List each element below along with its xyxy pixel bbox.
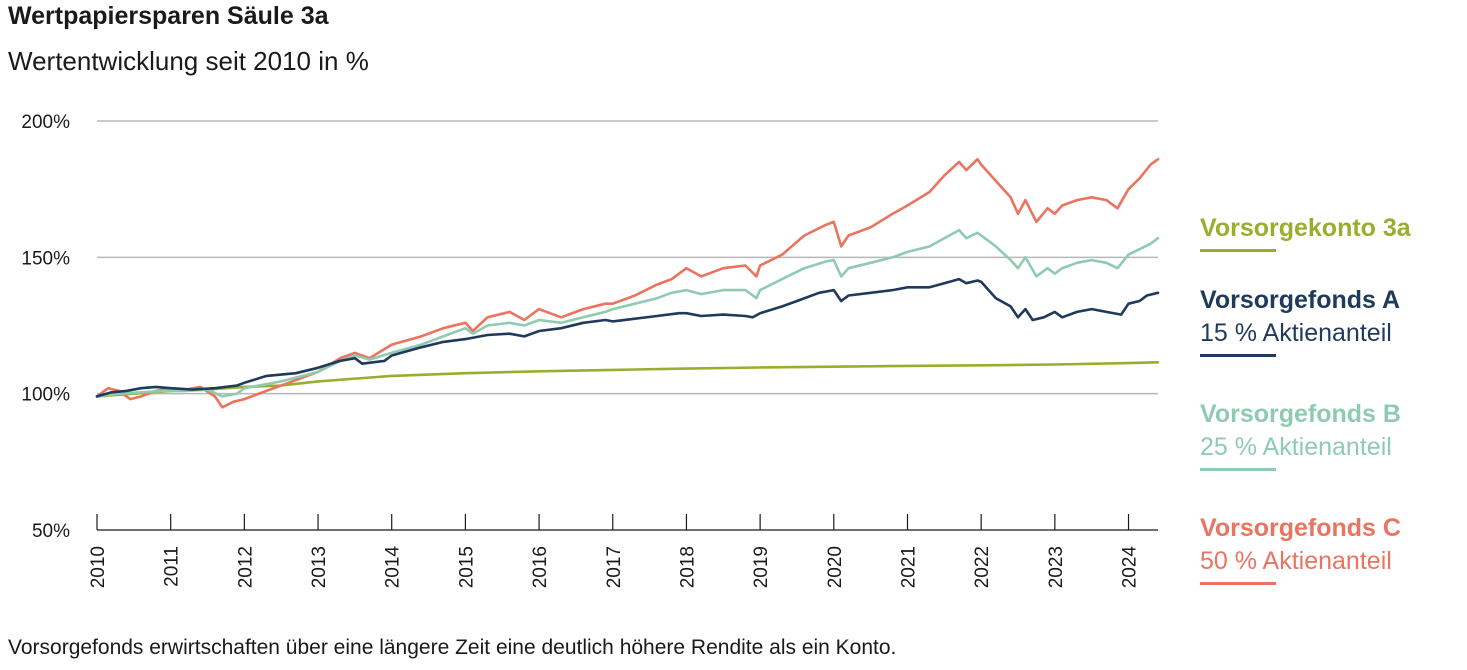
x-tick-label-2020: 2020 xyxy=(825,546,846,588)
x-tick-label-2024: 2024 xyxy=(1120,546,1141,589)
x-tick-label-2021: 2021 xyxy=(898,546,919,588)
legend-name: Vorsorgekonto 3a xyxy=(1200,214,1411,242)
x-tick-label-2010: 2010 xyxy=(88,546,109,588)
x-tick-label-2016: 2016 xyxy=(530,546,551,588)
chart-subtitle: Wertentwicklung seit 2010 in % xyxy=(8,46,369,76)
y-axis: 50% 100% 150% 200% xyxy=(21,112,70,542)
x-tick-label-2012: 2012 xyxy=(235,546,256,588)
legend-item-vorsorgefonds-b: Vorsorgefonds B 25 % Aktienanteil xyxy=(1200,400,1401,471)
series-line-vorsorgefonds-a xyxy=(95,277,1160,398)
y-tick-label-150: 150% xyxy=(21,248,70,269)
legend-swatch xyxy=(1200,582,1276,585)
legend-name: Vorsorgefonds C xyxy=(1200,514,1401,542)
legend-name: Vorsorgefonds B xyxy=(1200,400,1401,428)
y-tick-label-100: 100% xyxy=(21,385,70,406)
x-axis: 2010 2011 2012 2013 2014 2015 2016 2017 2018 2019… xyxy=(88,514,1158,588)
x-tick-label-2017: 2017 xyxy=(604,546,625,588)
footnote: Vorsorgefonds erwirtschaften über eine l… xyxy=(8,636,897,659)
legend-subtitle: 50 % Aktienanteil xyxy=(1200,547,1392,575)
legend-subtitle: 25 % Aktienanteil xyxy=(1200,433,1392,461)
legend-item-vorsorgefonds-c: Vorsorgefonds C 50 % Aktienanteil xyxy=(1200,514,1401,585)
x-tick-label-2018: 2018 xyxy=(677,546,698,588)
y-tick-label-50: 50% xyxy=(32,521,70,542)
x-tick-label-2011: 2011 xyxy=(162,546,183,587)
grid-lines xyxy=(97,120,1158,395)
legend-swatch xyxy=(1200,468,1276,471)
x-tick-label-2023: 2023 xyxy=(1046,546,1067,588)
legend-swatch xyxy=(1200,249,1276,252)
legend-item-vorsorgekonto-3a: Vorsorgekonto 3a xyxy=(1200,214,1411,252)
x-tick-label-2014: 2014 xyxy=(383,546,404,589)
x-tick-label-2019: 2019 xyxy=(751,546,772,588)
x-tick-label-2022: 2022 xyxy=(972,546,993,588)
legend-swatch xyxy=(1200,354,1276,357)
x-tick-label-2015: 2015 xyxy=(456,546,477,588)
series-line-vorsorgefonds-b xyxy=(95,228,1160,398)
y-tick-label-200: 200% xyxy=(21,112,70,133)
x-tick-label-2013: 2013 xyxy=(309,546,330,588)
series-line-vorsorgefonds-c xyxy=(95,157,1160,409)
chart-title: Wertpapiersparen Säule 3a xyxy=(8,2,329,30)
legend-subtitle: 15 % Aktienanteil xyxy=(1200,319,1392,347)
legend-name: Vorsorgefonds A xyxy=(1200,286,1401,314)
legend-item-vorsorgefonds-a: Vorsorgefonds A 15 % Aktienanteil xyxy=(1200,286,1400,357)
series-lines xyxy=(95,157,1160,409)
